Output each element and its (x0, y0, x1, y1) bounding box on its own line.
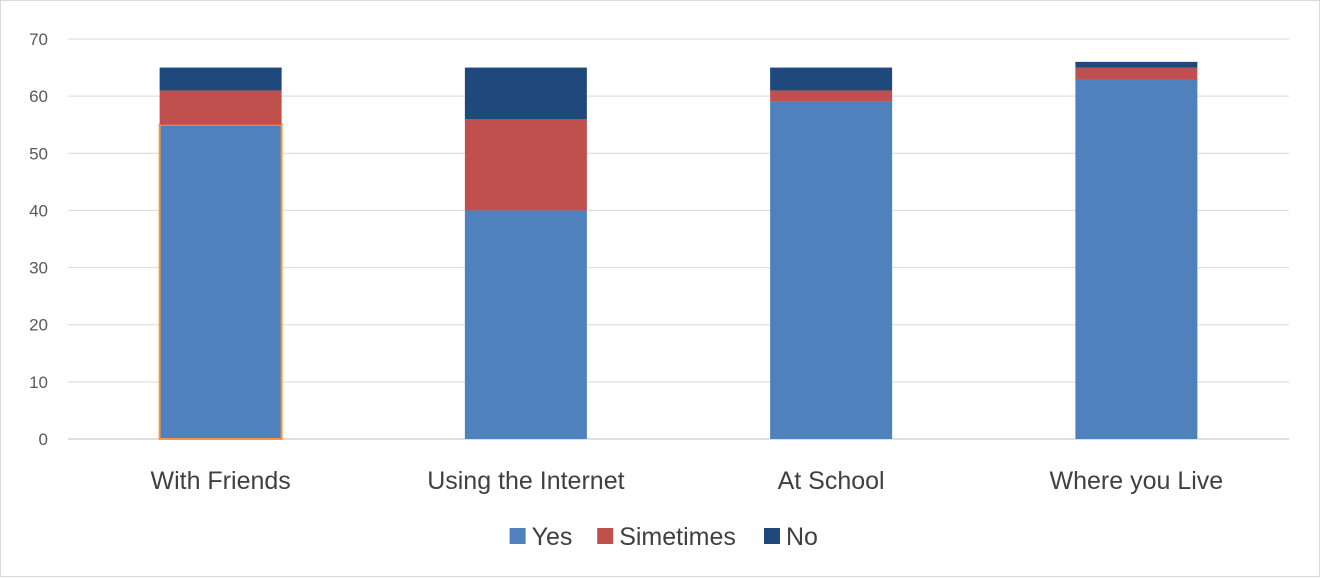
legend-label: Yes (532, 523, 573, 551)
legend-swatch (764, 528, 780, 544)
bar-no-where-you-live (1075, 61, 1198, 68)
bar-no-using-the-internet (464, 67, 587, 119)
bar-no-at-school (770, 67, 893, 91)
bar-yes-using-the-internet (464, 210, 587, 439)
legend-item-simetimes: Simetimes (597, 523, 736, 551)
y-tick-label: 60 (29, 87, 48, 106)
x-category-label: With Friends (150, 467, 290, 495)
legend-swatch (597, 528, 614, 544)
legend-item-yes: Yes (509, 523, 573, 551)
y-tick-label: 70 (29, 30, 48, 49)
x-category-label: At School (778, 467, 885, 495)
y-tick-label: 30 (29, 259, 48, 278)
bar-yes-with-friends (158, 123, 283, 440)
bar-no-with-friends (159, 67, 282, 91)
x-axis-category-labels: With Friends Using the Internet At School W… (150, 467, 1223, 495)
bar-simetimes-where-you-live (1075, 67, 1198, 79)
bar-simetimes-using-the-internet (464, 119, 587, 211)
bars (158, 61, 1198, 440)
y-tick-label: 10 (29, 373, 48, 392)
y-tick-label: 50 (29, 144, 48, 163)
legend-item-no: No (764, 523, 818, 551)
bar-simetimes-with-friends (159, 90, 282, 125)
x-category-label: Where you Live (1050, 467, 1224, 495)
y-tick-label: 40 (29, 201, 48, 220)
y-tick-label: 20 (29, 316, 48, 335)
legend: Yes Simetimes No (509, 523, 818, 551)
legend-label: No (786, 523, 818, 551)
legend-swatch (509, 528, 526, 544)
y-tick-label: 0 (39, 430, 48, 449)
bar-yes-at-school (770, 101, 893, 439)
bar-yes-where-you-live (1075, 79, 1198, 439)
y-axis-tick-labels: 0 10 20 30 40 50 60 70 (29, 30, 48, 449)
legend-label: Simetimes (619, 523, 736, 551)
x-category-label: Using the Internet (427, 467, 624, 495)
bar-simetimes-at-school (770, 90, 893, 102)
